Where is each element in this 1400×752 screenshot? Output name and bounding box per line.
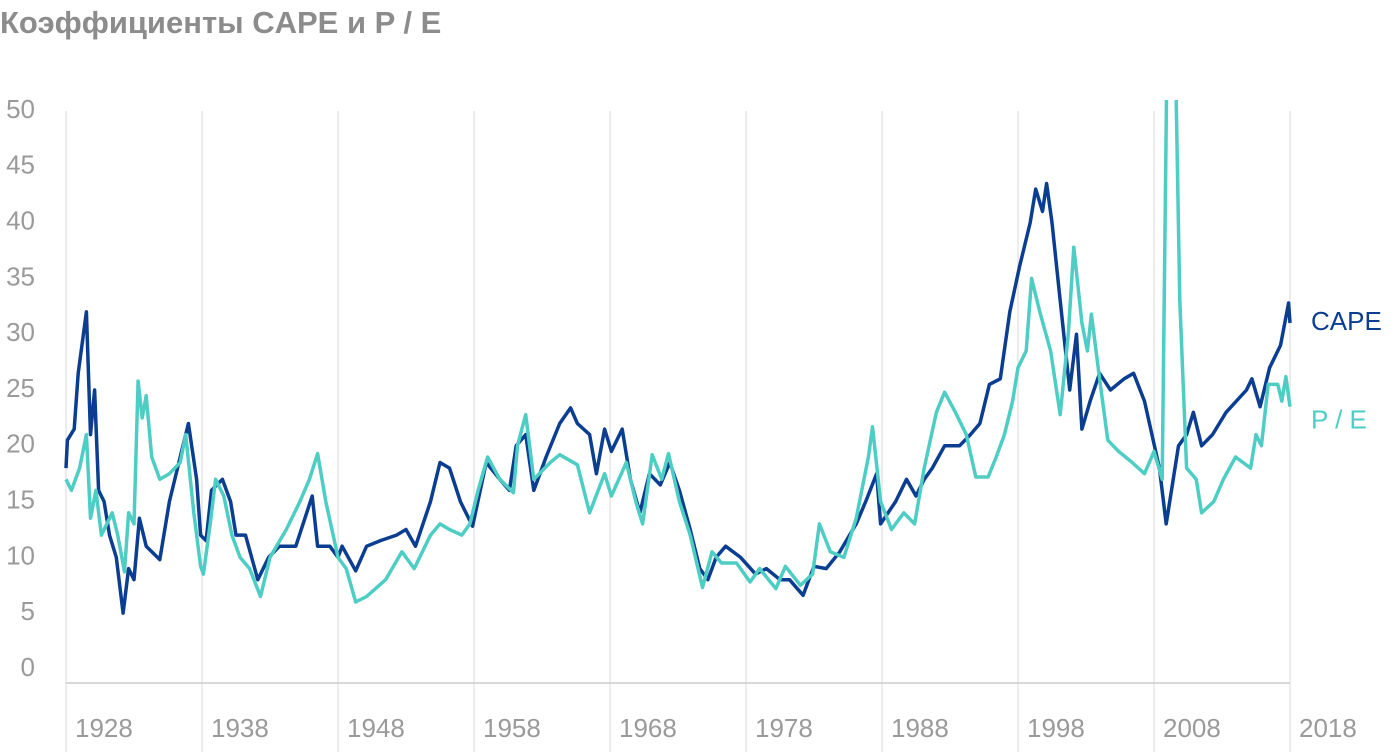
y-tick-label: 10 xyxy=(6,540,35,570)
y-tick-label: 30 xyxy=(6,317,35,347)
y-tick-label: 0 xyxy=(21,652,35,682)
x-tick-label: 1998 xyxy=(1027,713,1085,743)
x-tick-label: 1948 xyxy=(347,713,405,743)
x-tick-label: 1938 xyxy=(211,713,269,743)
y-tick-label: 50 xyxy=(6,94,35,124)
y-tick-label: 5 xyxy=(21,596,35,626)
x-tick-label: 1968 xyxy=(619,713,677,743)
y-tick-label: 40 xyxy=(6,205,35,235)
legend-label: P / E xyxy=(1311,405,1367,435)
x-tick-label: 1978 xyxy=(755,713,813,743)
series-line xyxy=(64,100,1292,604)
y-tick-label: 35 xyxy=(6,261,35,291)
y-tick-label: 45 xyxy=(6,150,35,180)
series-line xyxy=(64,181,1292,615)
x-tick-label: 2008 xyxy=(1163,713,1221,743)
y-tick-label: 25 xyxy=(6,373,35,403)
y-tick-label: 20 xyxy=(6,429,35,459)
x-tick-label: 1958 xyxy=(483,713,541,743)
x-tick-label: 1988 xyxy=(891,713,949,743)
chart-title: Коэффициенты CAPE и P / E xyxy=(0,5,441,40)
x-tick-label: 2018 xyxy=(1299,713,1357,743)
y-tick-label: 15 xyxy=(6,484,35,514)
x-tick-label: 1928 xyxy=(75,713,133,743)
legend-label: CAPE xyxy=(1311,306,1382,336)
